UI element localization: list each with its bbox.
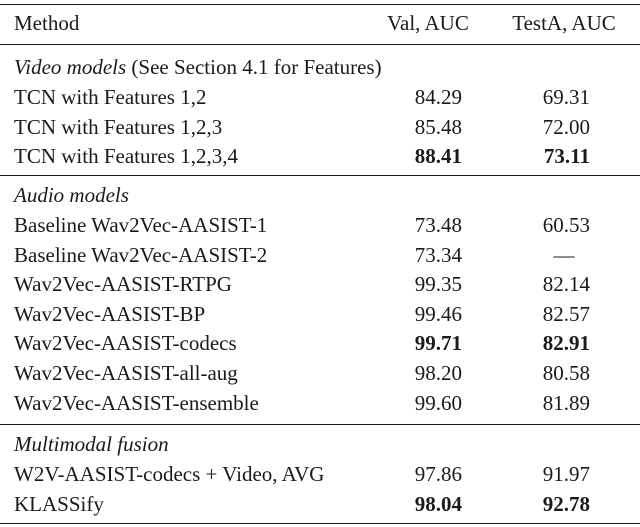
section-rule — [0, 175, 640, 176]
val-auc-cell: 99.35 — [414, 272, 462, 296]
val-auc-cell: 84.29 — [414, 85, 462, 109]
testa-auc-cell: 91.97 — [542, 462, 590, 486]
table-row: Baseline Wav2Vec-AASIST-2 73.34 — — [0, 240, 640, 270]
val-auc-cell: 99.46 — [414, 302, 462, 326]
method-cell: W2V-AASIST-codecs + Video, AVG — [14, 462, 325, 486]
testa-auc-cell: 72.00 — [542, 115, 590, 139]
table-row: Baseline Wav2Vec-AASIST-1 73.48 60.53 — [0, 210, 640, 240]
val-auc-cell: 73.48 — [414, 213, 462, 237]
section-title: Multimodal fusion — [14, 432, 169, 456]
testa-auc-cell: 81.89 — [542, 391, 590, 415]
section-heading: Video models (See Section 4.1 for Featur… — [14, 52, 382, 82]
val-auc-cell-best: 98.04 — [414, 492, 462, 516]
method-cell: Wav2Vec-AASIST-BP — [14, 302, 206, 326]
table-row: Wav2Vec-AASIST-all-aug 98.20 80.58 — [0, 358, 640, 388]
section-title-row: Audio models — [0, 180, 640, 210]
header-val-auc: Val, AUC — [387, 11, 469, 35]
section-title-row: Multimodal fusion — [0, 429, 640, 459]
method-cell: TCN with Features 1,2 — [14, 85, 207, 109]
testa-auc-cell: 80.58 — [542, 361, 590, 385]
method-cell: Wav2Vec-AASIST-RTPG — [14, 272, 232, 296]
testa-auc-cell: 60.53 — [542, 213, 590, 237]
testa-auc-cell: 82.14 — [542, 272, 590, 296]
method-cell: Wav2Vec-AASIST-codecs — [14, 331, 237, 355]
method-cell: KLASSify — [14, 492, 104, 516]
testa-auc-cell: 82.57 — [542, 302, 590, 326]
table-row: TCN with Features 1,2,3,4 88.41 73.11 — [0, 141, 640, 171]
testa-auc-cell: — — [553, 243, 575, 267]
section-rule — [0, 424, 640, 425]
header-method: Method — [14, 11, 80, 35]
val-auc-cell: 99.60 — [414, 391, 462, 415]
method-cell: Wav2Vec-AASIST-ensemble — [14, 391, 259, 415]
table-row: Wav2Vec-AASIST-ensemble 99.60 81.89 — [0, 388, 640, 418]
header-rule — [0, 44, 640, 45]
section-title: Audio models — [14, 183, 129, 207]
method-cell: Baseline Wav2Vec-AASIST-2 — [14, 243, 268, 267]
testa-auc-cell-best: 92.78 — [542, 492, 590, 516]
val-auc-cell-best: 99.71 — [414, 331, 462, 355]
testa-auc-cell-best: 73.11 — [543, 144, 590, 168]
val-auc-cell: 85.48 — [414, 115, 462, 139]
table-row: Wav2Vec-AASIST-RTPG 99.35 82.14 — [0, 269, 640, 299]
val-auc-cell: 98.20 — [414, 361, 462, 385]
val-auc-cell: 97.86 — [414, 462, 462, 486]
section-note: (See Section 4.1 for Features) — [126, 55, 382, 79]
table-row: W2V-AASIST-codecs + Video, AVG 97.86 91.… — [0, 459, 640, 489]
table-row: Wav2Vec-AASIST-codecs 99.71 82.91 — [0, 328, 640, 358]
testa-auc-cell: 69.31 — [542, 85, 590, 109]
section-title-row: Video models (See Section 4.1 for Featur… — [0, 52, 640, 82]
table-row: TCN with Features 1,2 84.29 69.31 — [0, 82, 640, 112]
top-rule — [0, 4, 640, 5]
header-row: Method Val, AUC TestA, AUC — [0, 8, 640, 38]
table-row: KLASSify 98.04 92.78 — [0, 489, 640, 519]
table-row: Wav2Vec-AASIST-BP 99.46 82.57 — [0, 299, 640, 329]
method-cell: TCN with Features 1,2,3 — [14, 115, 223, 139]
val-auc-cell-best: 88.41 — [414, 144, 462, 168]
bottom-rule — [0, 523, 640, 524]
section-title: Video models — [14, 55, 127, 79]
header-testa-auc: TestA, AUC — [512, 11, 616, 35]
val-auc-cell: 73.34 — [414, 243, 462, 267]
method-cell: Wav2Vec-AASIST-all-aug — [14, 361, 238, 385]
testa-auc-cell-best: 82.91 — [542, 331, 590, 355]
table-row: TCN with Features 1,2,3 85.48 72.00 — [0, 112, 640, 142]
method-cell: TCN with Features 1,2,3,4 — [14, 144, 238, 168]
method-cell: Baseline Wav2Vec-AASIST-1 — [14, 213, 268, 237]
